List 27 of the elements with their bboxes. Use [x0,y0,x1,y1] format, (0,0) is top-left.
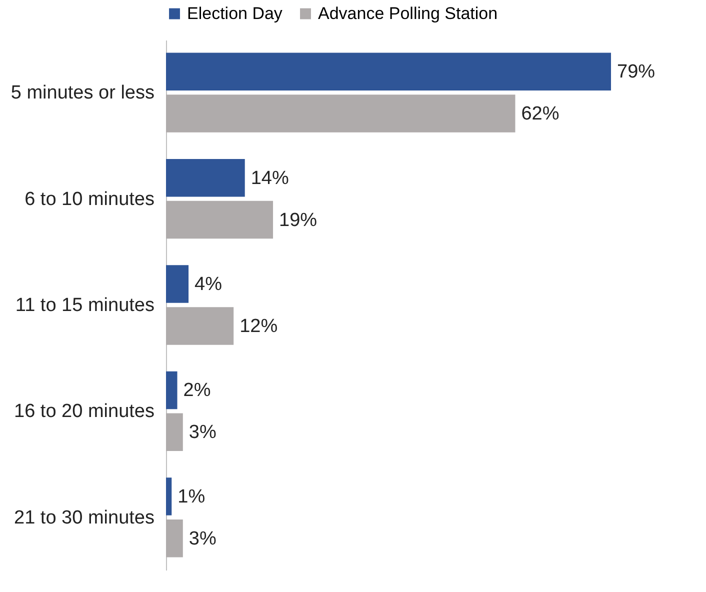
data-label: 14% [250,168,289,189]
bar [166,371,178,410]
data-label: 3% [188,528,216,550]
data-label: 3% [188,422,216,444]
y-tick-label: 6 to 10 minutes [24,188,154,210]
y-tick-label: 5 minutes or less [10,82,154,104]
y-tick-label: 21 to 30 minutes [14,507,154,528]
bar [166,200,274,239]
data-label: 79% [617,62,656,83]
y-tick-label: 11 to 15 minutes [15,295,154,316]
bar [166,307,234,345]
data-label: 19% [279,210,318,231]
bar [166,413,183,452]
legend-label: Advance Polling Station [318,4,498,23]
legend-label: Election Day [187,4,283,23]
bar [166,94,516,132]
bar [166,52,611,90]
bar [166,158,245,197]
data-label: 4% [194,274,222,296]
bar [166,478,172,516]
data-label: 1% [178,486,206,508]
data-label: 2% [183,380,211,402]
bar [166,265,189,303]
data-label: 62% [521,104,560,125]
data-label: 12% [240,316,278,337]
bar [166,520,183,558]
y-tick-label: 16 to 20 minutes [14,401,154,422]
